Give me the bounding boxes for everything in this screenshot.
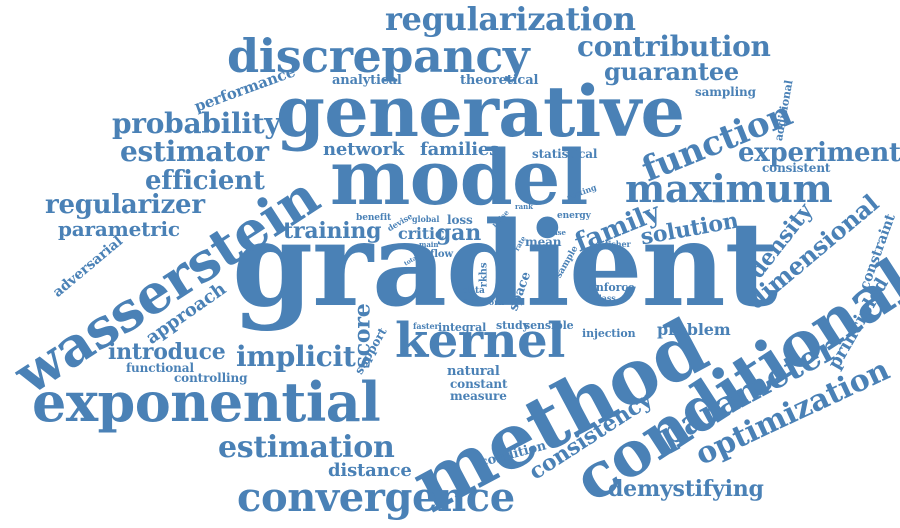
word-distance: distance — [328, 460, 412, 481]
word-flow: flow — [430, 249, 453, 260]
word-integral: integral — [438, 321, 487, 334]
word-sampling: sampling — [695, 85, 756, 99]
word-convergence: convergence — [237, 474, 515, 521]
word-case: case — [549, 228, 566, 237]
word-mean: mean — [525, 235, 562, 249]
word-efficient: efficient — [145, 166, 265, 196]
word-demystifying: demystifying — [608, 476, 764, 502]
word-regularization: regularization — [385, 0, 636, 38]
word-contribution: contribution — [577, 30, 771, 63]
word-measure: measure — [450, 389, 507, 403]
word-experiment: experiment — [738, 138, 900, 168]
word-probability: probability — [112, 107, 281, 140]
word-discrepancy: discrepancy — [227, 29, 530, 83]
word-study: study — [496, 319, 529, 332]
word-loss: loss — [447, 213, 473, 227]
word-implicit: implicit — [236, 340, 356, 373]
word-sensible: sensible — [524, 319, 574, 332]
word-network: network — [323, 139, 405, 160]
word-class: class — [594, 293, 616, 303]
word-estimator: estimator — [120, 135, 269, 168]
word-functional: functional — [126, 361, 194, 375]
word-theoretical: theoretical — [460, 73, 539, 88]
word-natural: natural — [447, 364, 500, 379]
word-benefit: benefit — [356, 213, 392, 223]
word-kernel: kernel — [395, 313, 565, 369]
word-guarantee: guarantee — [604, 57, 739, 86]
word-statistical: statistical — [532, 147, 598, 161]
word-controlling: controlling — [174, 371, 248, 385]
word-gan: gan — [436, 220, 481, 246]
word-global: global — [412, 214, 440, 224]
word-rank: rank — [515, 202, 533, 211]
word-generative: generative — [276, 70, 685, 153]
word-gradient: gradient — [232, 197, 778, 333]
word-consistent: consistent — [762, 161, 831, 175]
word-constant: constant — [450, 377, 508, 391]
word-faster: faster — [413, 321, 439, 331]
word-families: families — [420, 139, 500, 160]
word-enforce: enforce — [589, 281, 635, 294]
word-cost: cost — [463, 296, 479, 305]
word-maximum: maximum — [625, 166, 833, 211]
word-analytical: analytical — [332, 73, 402, 88]
word-main: main — [419, 240, 439, 249]
word-problem: problem — [657, 320, 731, 339]
word-energy: energy — [557, 211, 591, 221]
word-parametric: parametric — [58, 217, 180, 241]
word-critic: critic — [398, 224, 445, 243]
word-rkhs: rkhs — [478, 262, 490, 288]
word-introduce: introduce — [108, 339, 226, 365]
word-regularizer: regularizer — [45, 190, 205, 220]
word-fisher: fisher — [605, 239, 631, 249]
word-estimation: estimation — [218, 430, 395, 465]
word-injection: injection — [582, 327, 636, 340]
word-work: work — [482, 297, 504, 307]
word-exponential: exponential — [32, 370, 381, 434]
word-model: model — [330, 133, 588, 222]
word-data: data — [463, 286, 485, 296]
word-training: training — [283, 218, 382, 244]
